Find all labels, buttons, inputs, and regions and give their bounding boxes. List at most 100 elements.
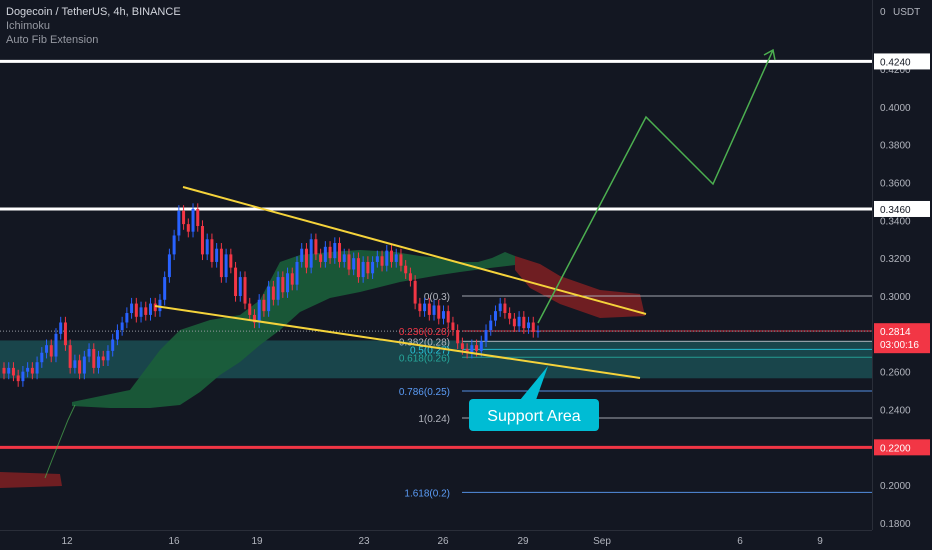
cloud-segment xyxy=(0,472,62,488)
candle-body xyxy=(158,299,162,312)
callout-pointer xyxy=(520,366,548,400)
price-axis-divider xyxy=(872,0,873,530)
time-axis: 12 16 19 23 26 29 Sep 6 9 xyxy=(61,536,823,547)
candle-body xyxy=(366,261,370,274)
candle-body xyxy=(493,311,497,321)
candle-body xyxy=(54,333,58,357)
candle-body xyxy=(215,248,219,262)
candle-body xyxy=(16,375,20,382)
candle-body xyxy=(186,224,190,232)
candle-body xyxy=(347,254,351,270)
candle-body xyxy=(470,345,474,353)
candle-body xyxy=(489,320,493,331)
indicator-fib-extension[interactable]: Auto Fib Extension xyxy=(6,34,99,46)
candle-body xyxy=(252,314,256,323)
price-tick-label: 0.2400 xyxy=(880,406,911,417)
candle-body xyxy=(418,303,422,312)
candle-body xyxy=(106,350,110,361)
price-tick-label: 0.2600 xyxy=(880,368,911,379)
candles xyxy=(2,203,540,387)
candle-body xyxy=(423,303,427,312)
candle-body xyxy=(35,362,39,374)
level-badge xyxy=(874,439,930,456)
candle-body xyxy=(295,261,299,285)
ichimoku-cloud xyxy=(0,250,645,488)
candle-body xyxy=(304,248,308,268)
candle-body xyxy=(281,277,285,293)
candle-body xyxy=(78,360,82,374)
candle-body xyxy=(205,239,209,255)
candle-body xyxy=(111,339,115,351)
price-tick-label: 0.3400 xyxy=(880,216,911,227)
candle-body xyxy=(167,254,171,278)
channel-upper-line xyxy=(182,186,647,315)
candle-body xyxy=(460,343,464,349)
candle-body xyxy=(257,299,261,323)
candle-body xyxy=(200,226,204,255)
candle-body xyxy=(21,371,25,382)
level-badge-text: 0.4240 xyxy=(880,57,911,68)
cloud-segment xyxy=(515,256,645,318)
candle-body xyxy=(49,345,53,357)
chart-title: Dogecoin / TetherUS, 4h, BINANCE xyxy=(6,6,181,18)
candle-body xyxy=(446,311,450,323)
cloud-segment xyxy=(72,250,515,408)
candle-body xyxy=(413,280,417,304)
fib-level-label: 0.382(0.28) xyxy=(399,337,450,348)
fib-level-label: 1(0.24) xyxy=(418,414,450,425)
candle-body xyxy=(371,261,375,274)
price-tick-label: 0.4200 xyxy=(880,65,911,76)
candle-body xyxy=(309,239,313,268)
time-tick-label: 19 xyxy=(251,536,263,547)
candle-body xyxy=(404,265,408,274)
candle-body xyxy=(234,267,238,296)
candle-body xyxy=(115,330,119,340)
time-tick-label: 12 xyxy=(61,536,73,547)
candle-body xyxy=(130,303,134,314)
candle-body xyxy=(144,307,148,315)
candle-body xyxy=(59,322,63,334)
candle-body xyxy=(408,273,412,281)
candle-body xyxy=(323,246,327,262)
candle-body xyxy=(271,286,275,300)
price-tick-label: 0 xyxy=(880,7,886,18)
candle-body xyxy=(399,254,403,266)
candle-body xyxy=(120,322,124,331)
candle-body xyxy=(243,277,247,304)
candle-body xyxy=(82,356,86,374)
candle-body xyxy=(512,318,516,327)
candle-body xyxy=(328,246,332,259)
candle-body xyxy=(338,243,342,262)
candle-body xyxy=(479,341,483,351)
candle-body xyxy=(248,303,252,315)
indicator-ichimoku[interactable]: Ichimoku xyxy=(6,20,51,32)
candle-body xyxy=(475,345,479,351)
candle-body xyxy=(498,303,502,312)
price-tick-label: 0.3000 xyxy=(880,292,911,303)
candle-body xyxy=(508,313,512,319)
candle-body xyxy=(465,348,469,353)
price-tick-label: 0.3800 xyxy=(880,141,911,152)
candle-body xyxy=(153,303,157,312)
current-price-badge xyxy=(874,323,930,354)
candle-body xyxy=(26,367,30,372)
candle-body xyxy=(101,356,105,361)
price-tick-label: 0.4000 xyxy=(880,103,911,114)
candle-body xyxy=(356,258,360,278)
candle-body xyxy=(63,322,67,346)
price-tick-label: 0.1800 xyxy=(880,519,911,530)
candle-body xyxy=(432,305,436,315)
candle-body xyxy=(163,277,167,300)
callout-text: Support Area xyxy=(487,408,581,425)
candle-body xyxy=(196,208,200,227)
time-tick-label: 26 xyxy=(437,536,449,547)
candle-body xyxy=(522,316,526,329)
candle-body xyxy=(92,348,96,368)
time-tick-label: Sep xyxy=(593,536,611,547)
time-tick-label: 23 xyxy=(358,536,370,547)
projection-arrowhead xyxy=(763,48,776,61)
candle-body xyxy=(87,348,91,357)
level-badge-text: 0.2200 xyxy=(880,443,911,454)
candle-body xyxy=(484,330,488,342)
